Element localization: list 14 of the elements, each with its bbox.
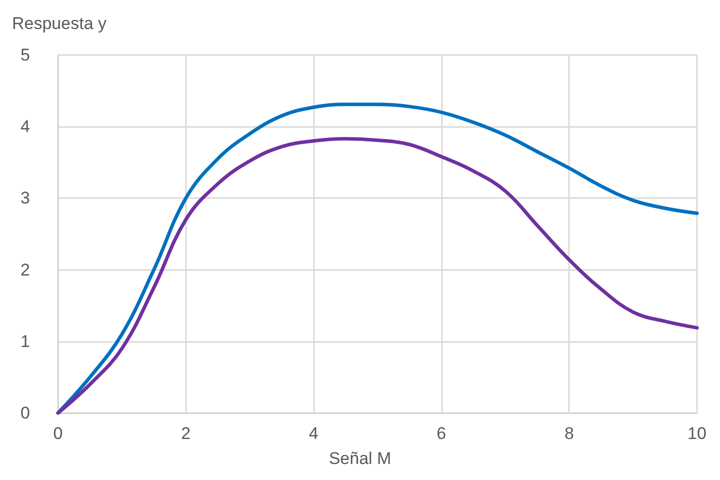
y-tick-label: 5 [20,46,30,64]
x-tick-label: 2 [181,424,191,443]
y-tick-label: 1 [20,332,30,351]
y-axis-title: Respuesta y [12,14,107,33]
y-tick-label: 0 [20,404,30,422]
x-tick-label: 4 [308,424,318,443]
x-tick-label: 0 [53,424,63,443]
y-tick-label: 3 [20,188,30,208]
y-tick-label: 2 [20,260,30,280]
x-tick-label: 8 [564,424,574,443]
x-axis-title: Señal M [328,449,392,468]
y-tick-label: 4 [20,117,30,136]
x-tick-label: 10 [688,424,706,443]
x-tick-label: 6 [436,424,446,443]
